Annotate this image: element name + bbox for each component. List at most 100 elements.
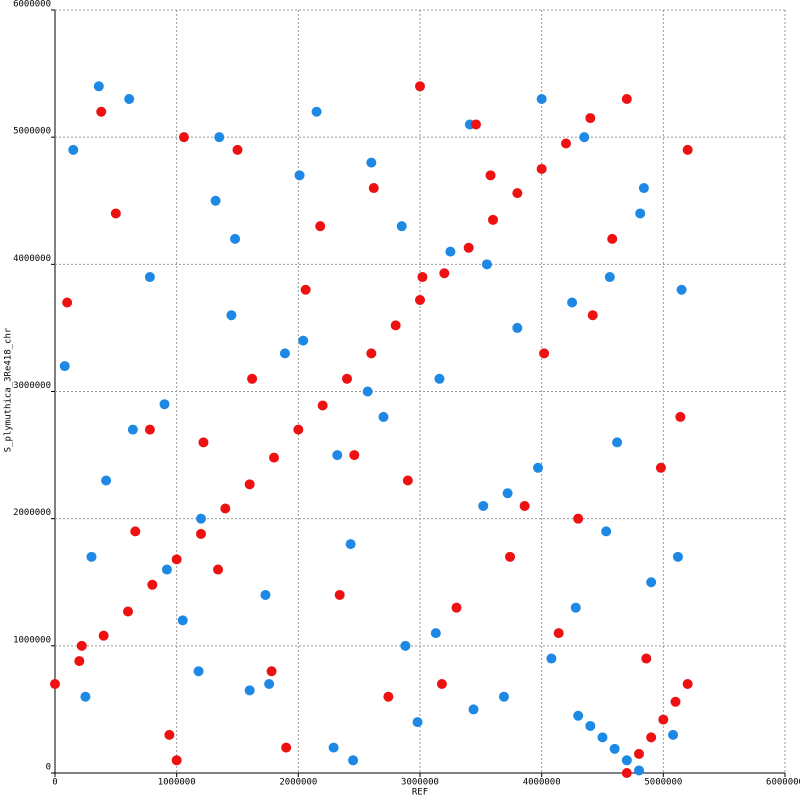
point — [546, 653, 557, 664]
y-tick-label: 0 — [46, 763, 51, 773]
point — [193, 666, 204, 677]
point — [641, 653, 652, 664]
point — [601, 526, 612, 537]
x-tick-label: 6000000 — [766, 778, 800, 788]
point — [682, 678, 693, 689]
point — [451, 602, 462, 613]
point — [668, 729, 679, 740]
point — [567, 297, 578, 308]
point — [536, 163, 547, 174]
point — [147, 579, 158, 590]
point — [658, 714, 669, 725]
point — [232, 144, 243, 155]
point — [445, 246, 456, 257]
point — [366, 157, 377, 168]
point — [434, 373, 445, 384]
point — [220, 503, 231, 514]
point — [498, 691, 509, 702]
point — [294, 170, 305, 181]
point — [311, 106, 322, 117]
point — [171, 755, 182, 766]
point — [144, 424, 155, 435]
point — [481, 259, 492, 270]
point — [164, 729, 175, 740]
point — [366, 348, 377, 359]
point — [390, 320, 401, 331]
point — [96, 106, 107, 117]
point — [368, 183, 379, 194]
point — [400, 640, 411, 651]
point — [332, 450, 343, 461]
y-tick-label: 1000000 — [13, 635, 51, 645]
point — [98, 630, 109, 641]
point — [621, 755, 632, 766]
x-tick-label: 4000000 — [523, 778, 561, 788]
point — [512, 322, 523, 333]
point — [646, 732, 657, 743]
point — [144, 272, 155, 283]
point — [177, 615, 188, 626]
y-axis-label: S_plymuthica_3Re418_chr — [4, 327, 14, 452]
point — [328, 742, 339, 753]
point — [470, 119, 481, 130]
point — [59, 361, 70, 372]
point — [430, 628, 441, 639]
point — [281, 742, 292, 753]
point — [587, 310, 598, 321]
point — [349, 450, 360, 461]
point — [378, 411, 389, 422]
point — [317, 400, 328, 411]
point — [604, 272, 615, 283]
point — [539, 348, 550, 359]
point — [264, 678, 275, 689]
point — [198, 437, 209, 448]
point — [213, 564, 224, 575]
point — [244, 479, 255, 490]
point — [561, 138, 571, 149]
point — [383, 691, 394, 702]
point — [670, 696, 681, 707]
point — [86, 551, 97, 562]
point — [609, 743, 620, 754]
point — [230, 233, 241, 244]
point — [463, 242, 474, 253]
point — [634, 748, 644, 759]
point — [300, 284, 311, 295]
point — [159, 399, 170, 410]
point — [123, 606, 133, 617]
point — [247, 373, 258, 384]
point — [579, 132, 590, 143]
y-tick-label: 3000000 — [13, 381, 51, 391]
y-tick-label: 5000000 — [13, 127, 51, 137]
point — [214, 132, 225, 143]
point — [488, 214, 498, 225]
point — [244, 685, 255, 696]
point — [101, 475, 112, 486]
point — [161, 564, 172, 575]
point — [74, 656, 85, 667]
point — [412, 717, 423, 728]
point — [196, 528, 206, 539]
point — [269, 452, 279, 463]
point — [621, 94, 632, 105]
point — [362, 386, 373, 397]
point — [345, 539, 356, 550]
point — [573, 513, 584, 524]
point — [439, 268, 450, 279]
point — [266, 666, 277, 677]
x-axis-label: REF — [412, 788, 428, 798]
point — [607, 233, 618, 244]
point — [672, 551, 683, 562]
point — [655, 462, 666, 473]
point — [178, 132, 189, 143]
point — [612, 437, 623, 448]
point — [570, 602, 581, 613]
point — [279, 348, 290, 359]
point — [417, 272, 428, 283]
point — [638, 183, 649, 194]
point — [634, 765, 644, 776]
point — [127, 424, 138, 435]
point — [415, 81, 425, 92]
point — [675, 411, 686, 422]
